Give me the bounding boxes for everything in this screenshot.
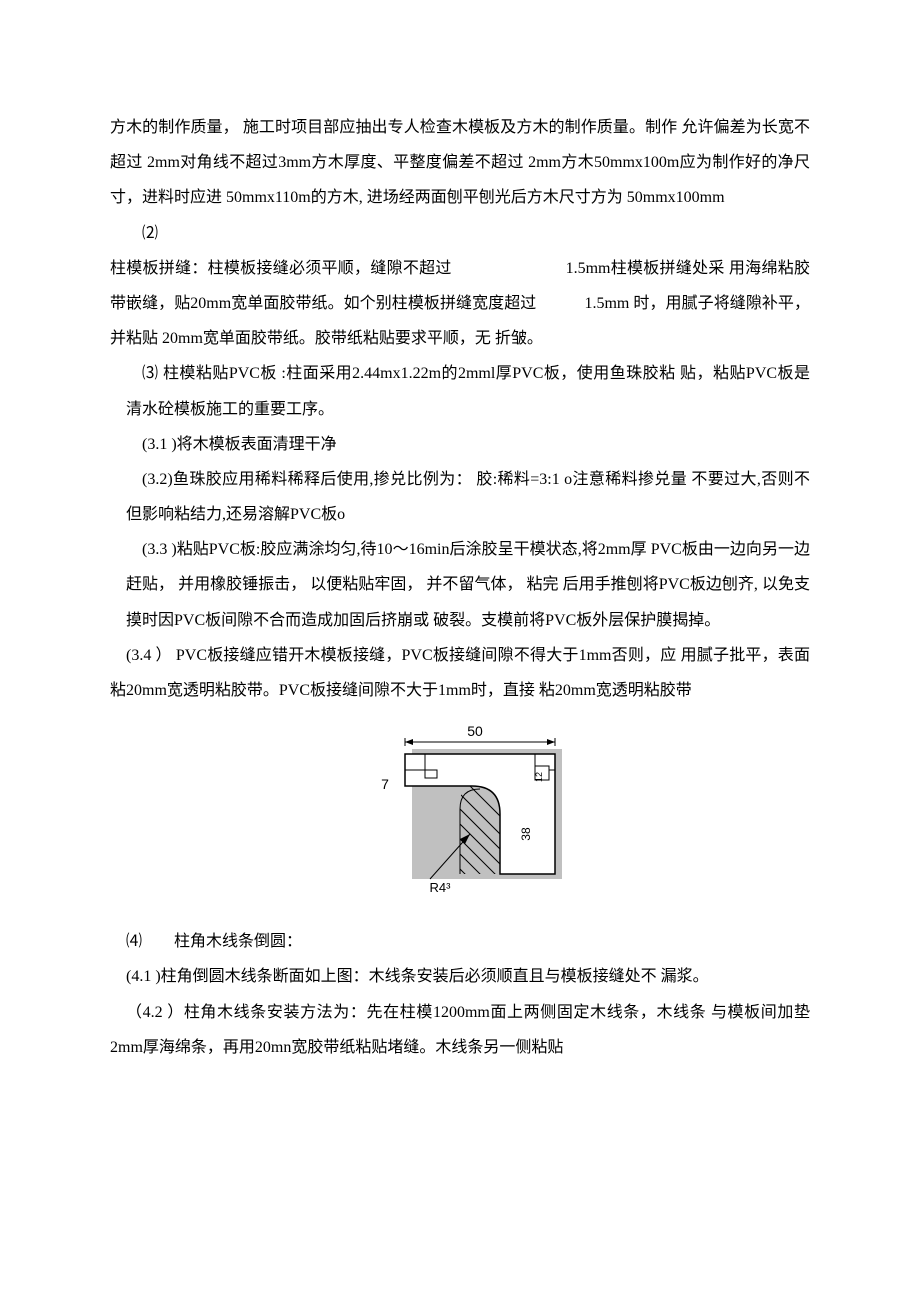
paragraph-1: 方木的制作质量， 施工时项目部应抽出专人检查木模板及方木的制作质量。制作 允许偏…	[110, 110, 810, 216]
paragraph-8: (3.4 ） PVC板接缝应错开木模板接缝，PVC板接缝间隙不得大于1mm否则，…	[110, 638, 810, 708]
paragraph-6: (3.2)鱼珠胶应用稀料稀释后使用,掺兑比例为： 胶:稀料=3:1 o注意稀料掺…	[110, 462, 810, 532]
paragraph-3: 柱模板拼缝：柱模板接缝必须平顺，缝隙不超过 1.5mm柱模板拼缝处采 用海绵粘胶…	[110, 251, 810, 357]
dim-width: 50	[467, 723, 483, 739]
item-2-marker: ⑵	[110, 216, 810, 251]
paragraph-5: (3.1 )将木模板表面清理干净	[110, 427, 810, 462]
paragraph-11: （4.2 ）柱角木线条安装方法为：先在柱模1200mm面上两侧固定木线条，木线条…	[110, 995, 810, 1065]
dim-left: 7	[381, 776, 389, 792]
paragraph-4: ⑶ 柱模粘贴PVC板 :柱面采用2.44mx1.22m的2mml厚PVC板，使用…	[110, 356, 810, 426]
dim-right-top: 12	[534, 772, 544, 782]
dim-radius: R4³	[430, 880, 452, 895]
corner-profile-diagram: 50 7 12 38 R4³	[330, 714, 590, 914]
dim-right-mid: 38	[519, 827, 533, 841]
paragraph-9: ⑷ 柱角木线条倒圆：	[110, 924, 810, 959]
paragraph-10: (4.1 )柱角倒圆木线条断面如上图：木线条安装后必须顺直且与模板接缝处不 漏浆…	[110, 959, 810, 994]
paragraph-7: (3.3 )粘贴PVC板:胶应满涂均匀,待10〜16min后涂胶呈干模状态,将2…	[110, 532, 810, 638]
document-page: 方木的制作质量， 施工时项目部应抽出专人检查木模板及方木的制作质量。制作 允许偏…	[0, 0, 920, 1125]
